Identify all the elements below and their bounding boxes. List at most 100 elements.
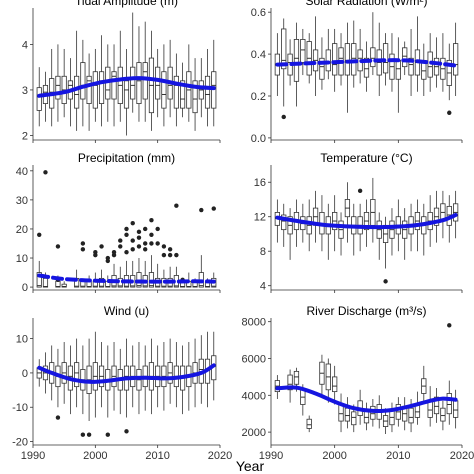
outlier-point — [143, 247, 148, 252]
box-plot — [130, 12, 136, 113]
box-plot — [92, 48, 98, 122]
y-tick-label: 8000 — [242, 317, 266, 329]
box-plot — [414, 199, 421, 252]
outlier-point — [447, 110, 452, 115]
box-plot — [363, 41, 370, 92]
box-iqr — [180, 80, 186, 109]
outlier-point — [37, 232, 42, 237]
x-tick-label: 2020 — [208, 450, 232, 462]
box-iqr — [402, 47, 408, 68]
box-plot — [281, 203, 287, 247]
x-tick-label: 1990 — [21, 450, 45, 462]
box-plot — [274, 375, 280, 399]
box-plot — [55, 44, 61, 122]
trend-line — [275, 385, 458, 414]
outlier-point — [383, 279, 388, 284]
box-iqr — [395, 59, 401, 80]
outlier-point — [118, 244, 123, 249]
box-iqr — [433, 396, 440, 415]
box-plot — [74, 338, 80, 408]
box-plot — [446, 323, 452, 425]
y-tick-label: 16 — [254, 177, 266, 189]
box-plot — [74, 30, 80, 131]
box-iqr — [111, 71, 117, 100]
box-plot — [389, 33, 395, 92]
box-iqr — [363, 57, 370, 78]
box-plot — [312, 16, 319, 96]
box-plot — [186, 44, 192, 122]
box-iqr — [55, 75, 61, 100]
y-tick-label: 0.4 — [251, 49, 266, 61]
outlier-point — [211, 206, 216, 211]
y-tick-label: 3 — [22, 85, 28, 97]
box-plot — [312, 190, 319, 243]
box-plot — [363, 199, 370, 247]
box-iqr — [351, 43, 357, 76]
box-plot — [440, 400, 446, 431]
box-plot — [287, 369, 293, 403]
outlier-point — [55, 244, 61, 249]
box-iqr — [300, 39, 306, 63]
outlier-point — [136, 235, 142, 240]
x-axis-label: Year — [236, 458, 265, 474]
outlier-point — [99, 244, 104, 249]
y-tick-label: 12 — [254, 212, 266, 224]
box-iqr — [440, 407, 446, 422]
outlier-point — [130, 238, 135, 243]
box-plot — [376, 212, 382, 260]
y-tick-label: 0 — [22, 282, 28, 294]
outlier-point — [118, 238, 123, 243]
box-plot — [433, 37, 440, 88]
box-plot — [293, 22, 300, 107]
box-plot — [80, 241, 86, 288]
trend-line — [275, 58, 458, 68]
box-plot — [111, 44, 117, 127]
outlier-point — [149, 232, 154, 237]
box-plot — [36, 359, 42, 387]
outlier-point — [80, 247, 86, 252]
outlier-point — [86, 432, 92, 437]
box-plot — [382, 33, 389, 86]
box-iqr — [351, 411, 357, 426]
box-plot — [332, 195, 338, 252]
box-plot — [148, 30, 155, 131]
box-plot — [376, 22, 382, 96]
box-iqr — [161, 71, 167, 109]
box-iqr — [92, 71, 98, 109]
box-iqr — [281, 214, 287, 231]
box-iqr — [98, 71, 105, 104]
outlier-point — [155, 226, 160, 232]
y-tick-label: -10 — [12, 402, 28, 414]
box-iqr — [293, 370, 300, 385]
box-plot — [161, 44, 167, 127]
box-plot — [98, 342, 105, 408]
box-iqr — [338, 404, 344, 422]
y-tick-label: 6000 — [242, 353, 266, 365]
trend-line — [275, 213, 458, 230]
box-iqr — [80, 62, 86, 100]
box-plot — [281, 18, 287, 120]
box-iqr — [36, 272, 42, 288]
x-tick-label: 2010 — [145, 450, 169, 462]
box-plot — [351, 404, 357, 433]
box-iqr — [142, 62, 148, 100]
box-iqr — [74, 75, 80, 109]
outlier-point — [161, 244, 167, 249]
y-tick-label: 0.2 — [251, 91, 266, 103]
outlier-point — [130, 220, 135, 226]
box-iqr — [332, 376, 338, 393]
outlier-point — [136, 229, 142, 235]
box-iqr — [204, 75, 211, 109]
box-iqr — [427, 400, 433, 418]
y-tick-label: 4 — [22, 39, 28, 51]
box-plot — [319, 354, 325, 396]
box-iqr — [453, 400, 459, 418]
box-iqr — [408, 57, 414, 76]
box-plot — [319, 37, 325, 90]
x-tick-label: 2000 — [322, 450, 346, 462]
panel-title: River Discharge (m³/s) — [306, 304, 426, 318]
outlier-point — [105, 258, 111, 264]
box-iqr — [61, 283, 67, 288]
panel-title: Solar Radiation (W/m²) — [305, 0, 427, 8]
